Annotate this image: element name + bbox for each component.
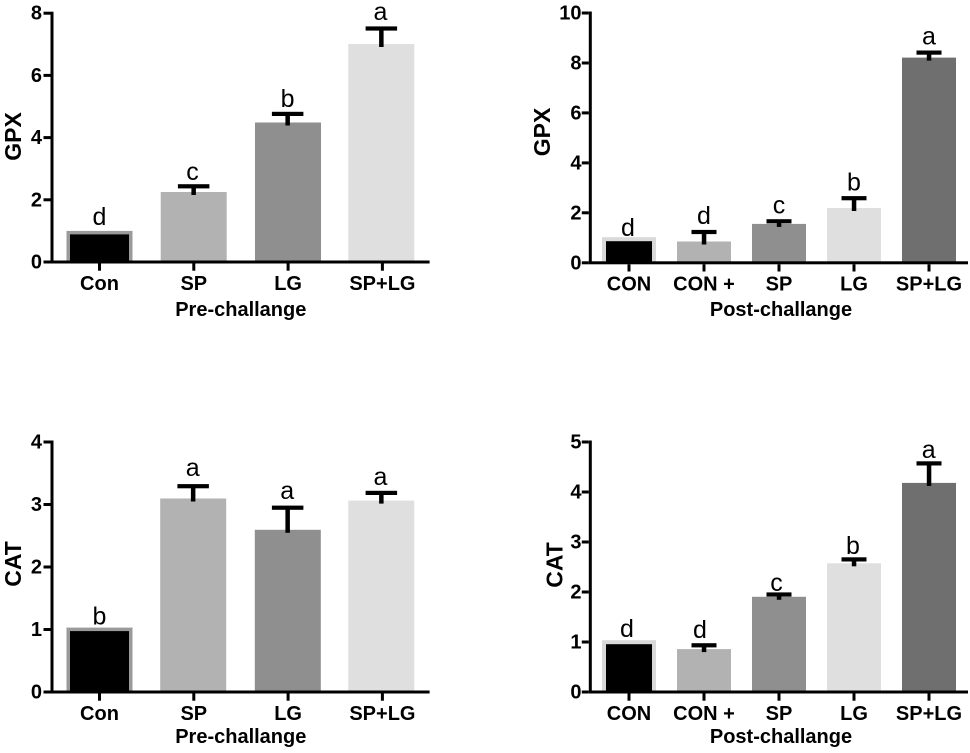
svg-text:4: 4 [570, 152, 582, 174]
svg-text:1: 1 [570, 632, 581, 654]
svg-text:GPX: GPX [529, 107, 555, 156]
svg-text:SP: SP [180, 273, 207, 295]
svg-text:8: 8 [570, 53, 581, 75]
svg-text:SP: SP [766, 274, 793, 296]
svg-text:6: 6 [31, 65, 42, 87]
svg-text:2: 2 [570, 582, 581, 604]
svg-text:c: c [773, 192, 786, 220]
svg-text:CON +: CON + [673, 703, 735, 725]
svg-text:d: d [621, 214, 635, 242]
svg-text:a: a [922, 436, 936, 464]
svg-text:0: 0 [31, 252, 42, 274]
svg-text:CAT: CAT [542, 542, 568, 588]
svg-text:Pre-challange: Pre-challange [175, 299, 306, 321]
svg-text:0: 0 [570, 252, 581, 274]
svg-text:5: 5 [570, 432, 581, 454]
svg-text:2: 2 [31, 189, 42, 211]
svg-text:a: a [374, 0, 388, 26]
svg-text:b: b [846, 532, 860, 560]
svg-text:Post-challange: Post-challange [710, 299, 852, 321]
svg-text:SP: SP [766, 703, 793, 725]
svg-text:a: a [280, 477, 294, 505]
svg-text:b: b [93, 603, 107, 631]
svg-text:SP+LG: SP+LG [349, 703, 415, 725]
svg-text:CON: CON [607, 703, 651, 725]
svg-text:LG: LG [840, 274, 868, 296]
svg-text:d: d [93, 203, 107, 231]
svg-text:LG: LG [840, 703, 868, 725]
svg-text:2: 2 [31, 557, 42, 579]
svg-text:CON: CON [607, 274, 651, 296]
svg-text:c: c [770, 569, 783, 597]
svg-text:6: 6 [570, 102, 581, 124]
svg-text:SP+LG: SP+LG [896, 703, 962, 725]
svg-text:4: 4 [31, 127, 43, 149]
svg-text:b: b [281, 85, 295, 113]
svg-text:10: 10 [559, 3, 581, 25]
svg-text:0: 0 [31, 682, 42, 704]
svg-text:d: d [693, 616, 707, 644]
svg-text:a: a [922, 23, 936, 51]
svg-text:b: b [847, 169, 861, 197]
svg-text:2: 2 [570, 202, 581, 224]
svg-text:SP+LG: SP+LG [349, 273, 415, 295]
svg-text:Con: Con [80, 273, 119, 295]
svg-text:8: 8 [31, 3, 42, 25]
svg-text:Con: Con [80, 703, 119, 725]
svg-text:CAT: CAT [0, 541, 26, 587]
svg-text:d: d [620, 615, 634, 643]
svg-text:3: 3 [31, 494, 42, 516]
svg-text:SP+LG: SP+LG [896, 274, 962, 296]
svg-text:LG: LG [274, 703, 302, 725]
svg-text:0: 0 [570, 682, 581, 704]
svg-text:CON +: CON + [673, 274, 735, 296]
svg-text:SP: SP [180, 703, 207, 725]
svg-text:Post-challange: Post-challange [710, 726, 852, 748]
svg-text:d: d [697, 202, 711, 230]
svg-text:GPX: GPX [0, 112, 26, 161]
svg-text:3: 3 [570, 532, 581, 554]
svg-text:4: 4 [570, 482, 582, 504]
svg-text:a: a [374, 463, 388, 491]
svg-text:4: 4 [31, 432, 43, 454]
svg-text:a: a [186, 454, 200, 482]
svg-text:LG: LG [274, 273, 302, 295]
svg-text:c: c [186, 158, 199, 186]
svg-text:Pre-challange: Pre-challange [175, 726, 306, 748]
svg-text:1: 1 [31, 619, 42, 641]
